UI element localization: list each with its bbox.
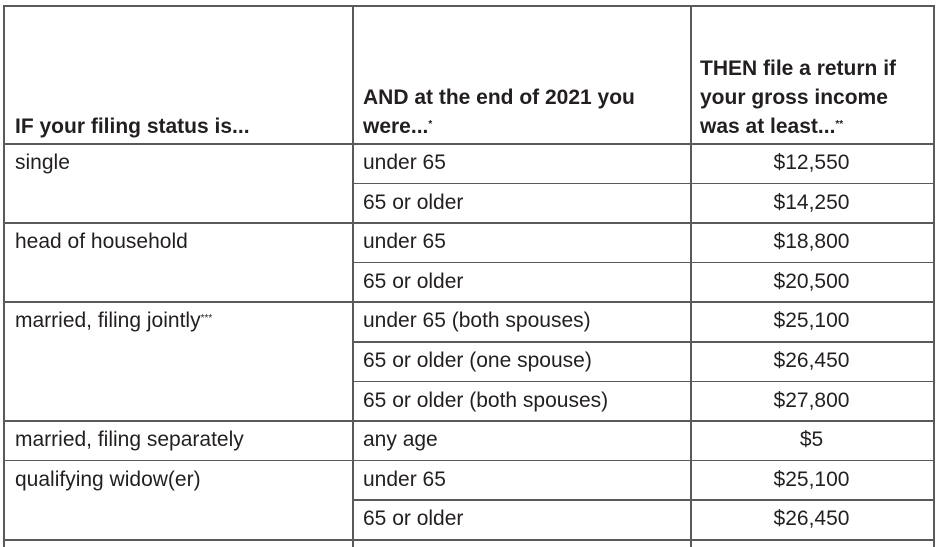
status-text: married, filing separately bbox=[15, 428, 244, 452]
amount-cell: $14,250 bbox=[773, 190, 850, 214]
age-cell: 65 or older bbox=[363, 190, 464, 214]
table-rule bbox=[3, 5, 5, 547]
table-rule bbox=[3, 143, 933, 145]
amount-cell: $27,800 bbox=[773, 388, 850, 412]
table-rule bbox=[3, 222, 933, 224]
filing-status: single bbox=[15, 148, 70, 177]
table-rule bbox=[3, 459, 933, 462]
table-rule bbox=[352, 499, 933, 501]
status-text: qualifying widow(er) bbox=[15, 467, 201, 491]
header-text: AND at the end of 2021 you were... bbox=[363, 86, 635, 138]
amount-cell: $25,100 bbox=[773, 309, 850, 333]
footnote-mark: *** bbox=[200, 313, 213, 325]
filing-status: head of household bbox=[15, 227, 188, 256]
age-cell: under 65 bbox=[363, 467, 446, 491]
filing-status: qualifying widow(er) bbox=[15, 465, 201, 494]
footnote-mark: ** bbox=[835, 119, 844, 130]
age-cell: under 65 (both spouses) bbox=[363, 309, 591, 333]
age-cell: 65 or older bbox=[363, 269, 464, 293]
table-rule bbox=[352, 261, 933, 264]
header-cell: THEN file a return if your gross income … bbox=[700, 54, 912, 141]
header-cell: IF your filing status is... bbox=[15, 112, 345, 141]
age-cell: 65 or older (one spouse) bbox=[363, 349, 592, 372]
table-rule bbox=[3, 301, 933, 303]
table-rule bbox=[352, 182, 933, 185]
age-cell: 65 or older (both spouses) bbox=[363, 388, 609, 412]
table-rule bbox=[690, 5, 692, 547]
status-text: married, filing jointly bbox=[15, 309, 201, 333]
table-rule bbox=[3, 539, 933, 541]
age-cell: any age bbox=[363, 428, 438, 452]
table-rule bbox=[352, 341, 933, 343]
amount-cell: $26,450 bbox=[773, 507, 850, 531]
age-cell: 65 or older bbox=[363, 507, 464, 531]
table-rule bbox=[352, 380, 933, 383]
footnote-mark: * bbox=[428, 119, 433, 130]
amount-cell: $25,100 bbox=[773, 467, 850, 491]
status-text: head of household bbox=[15, 230, 188, 254]
table-rule bbox=[933, 5, 935, 547]
amount-cell: $18,800 bbox=[773, 230, 850, 254]
table-rule bbox=[3, 420, 933, 422]
status-text: single bbox=[15, 151, 70, 174]
header-cell: AND at the end of 2021 you were...* bbox=[363, 83, 683, 141]
table-rule bbox=[352, 5, 354, 547]
filing-status: married, filing separately bbox=[15, 425, 244, 454]
table-rule bbox=[3, 5, 933, 7]
amount-cell: $12,550 bbox=[773, 151, 850, 174]
amount-cell: $20,500 bbox=[773, 269, 850, 293]
amount-cell: $26,450 bbox=[773, 349, 850, 372]
header-text: THEN file a return if your gross income … bbox=[700, 57, 897, 138]
header-text: IF your filing status is... bbox=[15, 115, 250, 138]
age-cell: under 65 bbox=[363, 230, 446, 254]
filing-status: married, filing jointly*** bbox=[15, 306, 212, 335]
age-cell: under 65 bbox=[363, 151, 446, 174]
amount-cell: $5 bbox=[799, 428, 824, 452]
